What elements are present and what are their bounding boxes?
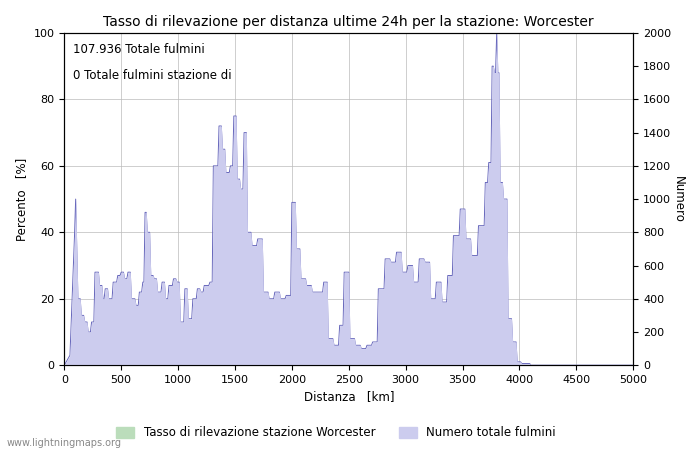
X-axis label: Distanza   [km]: Distanza [km] [304,391,394,404]
Y-axis label: Numero: Numero [672,176,685,222]
Text: www.lightningmaps.org: www.lightningmaps.org [7,438,122,448]
Text: 0 Totale fulmini stazione di: 0 Totale fulmini stazione di [73,69,232,82]
Legend: Tasso di rilevazione stazione Worcester, Numero totale fulmini: Tasso di rilevazione stazione Worcester,… [112,422,560,444]
Y-axis label: Percento   [%]: Percento [%] [15,158,28,241]
Title: Tasso di rilevazione per distanza ultime 24h per la stazione: Worcester: Tasso di rilevazione per distanza ultime… [104,15,594,29]
Text: 107.936 Totale fulmini: 107.936 Totale fulmini [73,43,204,56]
